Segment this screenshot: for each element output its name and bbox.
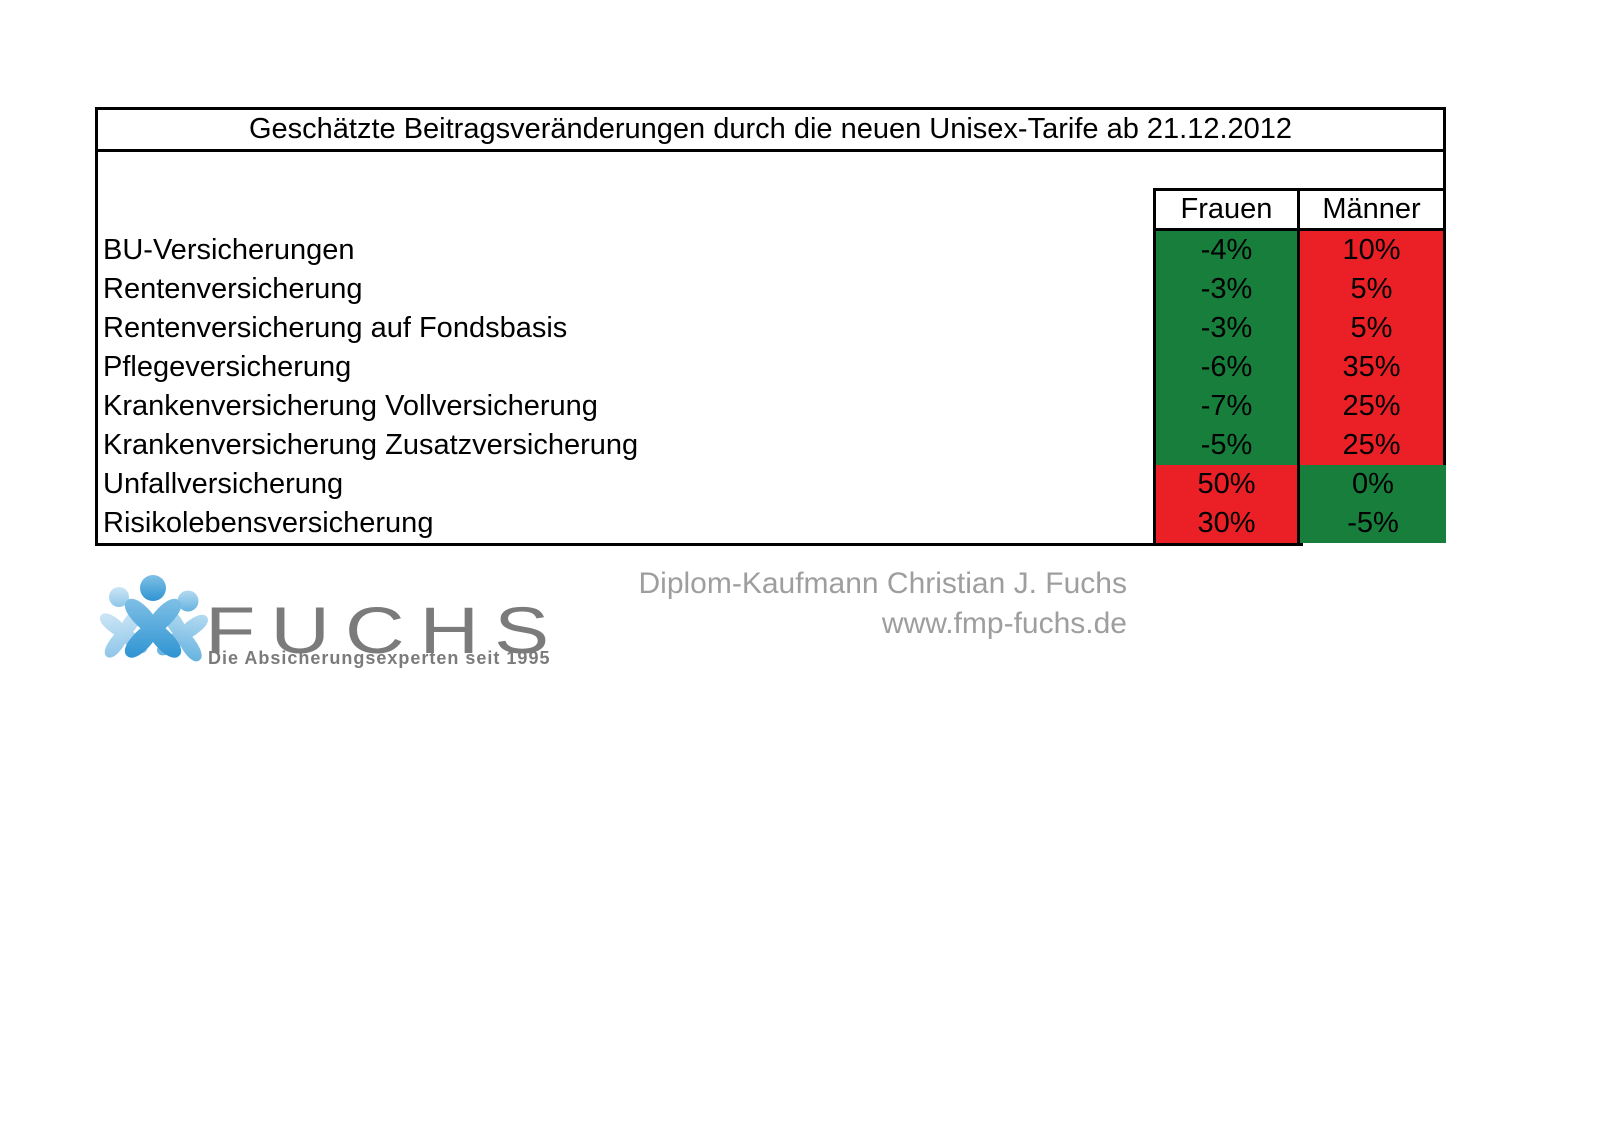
frauen-cell: -6%	[1156, 348, 1297, 387]
row-label: Krankenversicherung Vollversicherung	[103, 390, 598, 422]
contact-block: Diplom-Kaufmann Christian J. Fuchs www.f…	[600, 564, 1127, 644]
table-title-text: Geschätzte Beitragsveränderungen durch d…	[248, 113, 1293, 145]
row-label: Unfallversicherung	[103, 468, 344, 500]
row-label: Rentenversicherung	[103, 273, 363, 305]
column-header-maenner-label: Männer	[1322, 193, 1421, 225]
row-label: Rentenversicherung auf Fondsbasis	[103, 312, 568, 344]
maenner-value-column: 10% 5% 5% 35% 25% 25% 0% -5%	[1300, 231, 1446, 543]
logo-tagline: Die Absicherungsexperten seit 1995	[208, 648, 551, 668]
frauen-cell: -5%	[1156, 426, 1297, 465]
frauen-cell: -3%	[1156, 270, 1297, 309]
table-title: Geschätzte Beitragsveränderungen durch d…	[95, 107, 1446, 152]
frauen-cell: 50%	[1156, 465, 1297, 504]
maenner-cell: 35%	[1300, 348, 1443, 387]
row-label: Pflegeversicherung	[103, 351, 352, 383]
maenner-cell: 5%	[1300, 309, 1443, 348]
maenner-cell: 25%	[1300, 426, 1443, 465]
column-header-maenner: Männer	[1297, 188, 1446, 231]
column-header-frauen-label: Frauen	[1180, 193, 1273, 225]
row-label: BU-Versicherungen	[103, 234, 355, 266]
row-labels-column: BU-Versicherungen Rentenversicherung Ren…	[103, 231, 1143, 543]
frauen-cell: -7%	[1156, 387, 1297, 426]
row-label: Krankenversicherung Zusatzversicherung	[103, 429, 639, 461]
three-people-figures-icon	[99, 575, 209, 663]
maenner-cell: 25%	[1300, 387, 1443, 426]
logo-wordmark: FUCHS	[205, 593, 565, 667]
maenner-cell: 0%	[1300, 465, 1446, 504]
contact-url: www.fmp-fuchs.de	[881, 607, 1127, 640]
table-right-border	[1443, 107, 1446, 466]
contact-name: Diplom-Kaufmann Christian J. Fuchs	[638, 567, 1127, 600]
column-header-frauen: Frauen	[1153, 188, 1300, 231]
maenner-cell: 5%	[1300, 270, 1443, 309]
maenner-cell: -5%	[1300, 504, 1446, 543]
frauen-cell: -3%	[1156, 309, 1297, 348]
frauen-cell: -4%	[1156, 231, 1297, 270]
row-label: Risikolebensversicherung	[103, 507, 434, 539]
table-left-border	[95, 107, 98, 546]
table-bottom-border	[95, 543, 1303, 546]
maenner-cell: 10%	[1300, 231, 1443, 270]
frauen-value-column: -4% -3% -3% -6% -7% -5% 50% 30%	[1153, 231, 1300, 546]
frauen-cell: 30%	[1156, 504, 1297, 543]
